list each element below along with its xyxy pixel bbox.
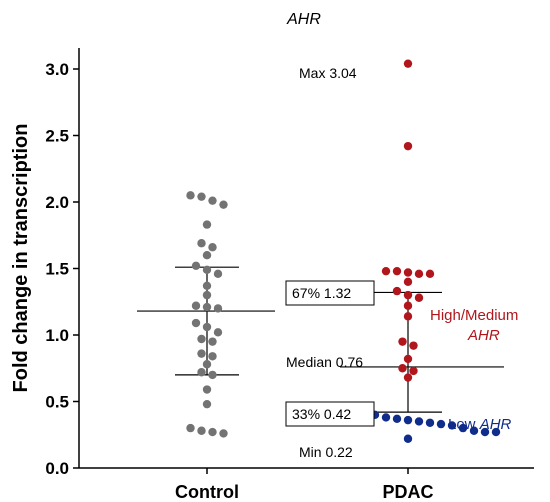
control-point [202,360,212,369]
pdac-high-point [398,364,407,373]
y-tick-label: 2.0 [45,193,69,212]
pdac-high-point [381,266,391,276]
pdac-low-point [381,413,391,422]
control-point [186,423,195,433]
low-label: Low AHR [448,416,512,433]
annotation-median: Median 0.76 [286,354,363,370]
low-label-ahr: AHR [479,416,512,433]
control-point [202,251,212,260]
control-point [191,301,201,310]
pdac-high-point [403,312,413,321]
control-point [197,426,206,435]
pdac-high-point [392,266,402,276]
control-point [208,352,217,361]
y-tick-label: 0.5 [45,393,69,412]
x-tick-label: Control [175,482,239,502]
pdac-low-point [458,423,468,433]
control-point [202,385,212,394]
high-medium-label: High/Medium [430,307,518,324]
control-point [208,196,217,205]
control-point [208,370,217,380]
pdac-high-point [425,269,435,279]
high-medium-label-ahr: AHR [467,327,500,344]
pdac-high-point [398,337,407,346]
pdac-low-point [491,427,501,437]
pdac-high-point [403,354,413,364]
control-point [202,281,212,290]
control-point [197,368,206,377]
axes: 0.0 0.5 1.0 1.5 2.0 2.5 3.0 Control PDAC [45,48,534,502]
annotation-min: Min 0.22 [299,444,353,460]
annotation-p33: 33% 0.42 [292,406,351,422]
control-point [219,429,228,438]
pdac-low-point [392,414,402,423]
pdac-high-point [409,366,418,376]
pdac-high-point [403,373,413,382]
pdac-high-point [403,59,413,68]
y-tick-label: 1.5 [45,260,69,279]
control-point [213,328,223,337]
pdac-low-point [425,418,435,427]
control-point [186,191,195,200]
chart-title: AHR [286,11,321,28]
pdac-high-point [403,277,413,286]
pdac-low-point [469,426,479,435]
pdac-low-point [447,421,457,430]
control-point [191,318,201,328]
control-point [213,304,223,313]
control-point [208,243,217,252]
control-point [202,322,212,332]
y-tick-label: 0.0 [45,459,69,478]
control-point [197,239,206,248]
control-point [202,220,212,229]
pdac-low-point [403,415,413,425]
annotation-p67: 67% 1.32 [292,285,351,301]
pdac-high-point [403,301,413,310]
control-point [208,337,217,346]
p33-box [285,401,375,427]
annotation-max: Max 3.04 [299,65,357,81]
pdac-high-point [414,293,424,302]
pdac-high-point [403,268,413,277]
control-point [202,265,212,275]
low-label-text: Low [448,416,480,433]
pdac-high-point [403,141,413,151]
pdac-low-point [414,417,424,426]
control-point [197,349,206,358]
pdac-high-point [414,269,424,279]
pdac-high-point [392,286,402,296]
control-point [213,269,223,279]
control-point [219,200,228,209]
x-tick-label: PDAC [382,482,433,502]
control-point [208,427,217,437]
control-point [197,192,206,201]
pdac-low-point [480,427,490,437]
pdac-low-point [436,419,446,429]
pdac-high-point [403,290,413,300]
control-point [202,399,212,409]
pdac-high-point [409,341,418,350]
control-point [191,261,201,271]
control-point [202,302,212,312]
y-tick-label: 1.0 [45,326,69,345]
p67-box [285,280,375,306]
data-marks [137,59,504,443]
control-point [197,334,206,344]
pdac-low-point [403,434,413,443]
control-point [202,290,212,300]
y-axis-label: Fold change in transcription [10,124,32,393]
y-tick-label: 3.0 [45,60,69,79]
y-tick-label: 2.5 [45,127,69,146]
